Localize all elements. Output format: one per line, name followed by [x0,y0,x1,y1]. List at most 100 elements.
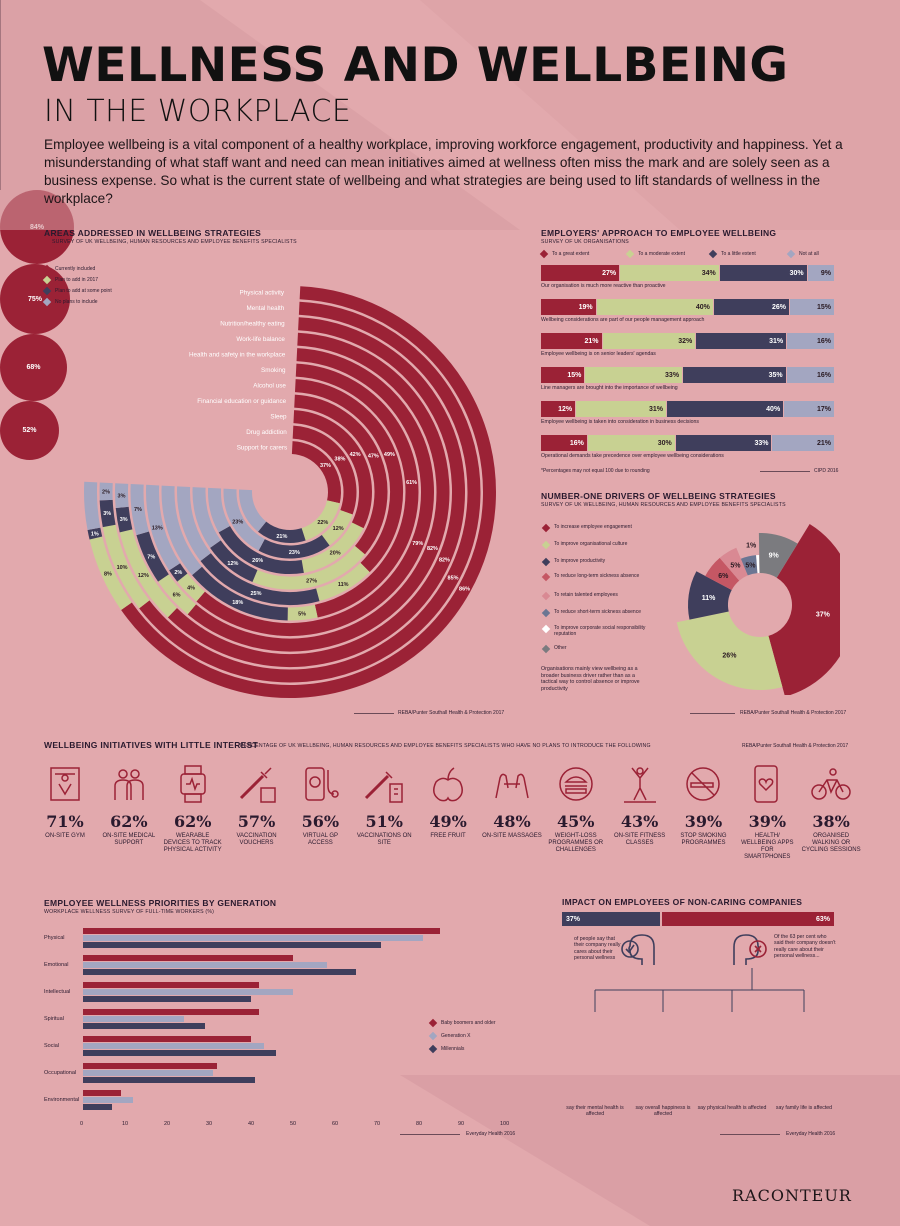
ring-segment [294,379,403,573]
approach-bar-segment: 16% [541,435,588,451]
ring-segment [200,552,320,605]
generation-source-rule [400,1134,460,1135]
ring-category-label: Sleep [270,414,287,421]
generation-bar [83,1090,121,1096]
ring-segment [192,487,221,548]
ring-value-label: 42% [350,452,361,458]
impact-circle-text: say physical health is affected [697,1105,767,1111]
approach-bar-caption: Our organisation is much more reactive t… [541,283,666,289]
drivers-source-rule [690,713,735,714]
ring-value-label: 6% [173,593,181,599]
approach-bar-caption: Wellbeing considerations are part of our… [541,317,705,323]
generation-bar [83,955,293,961]
generation-category-label: Emotional [44,962,69,968]
approach-bar-row: 15% 33% 35% 16% [541,367,834,383]
ring-category-label: Work-life balance [236,336,285,343]
legend-label: To reduce short-term sickness absence [554,609,641,615]
drivers-legend-item: To retain talented employees [541,591,653,601]
generation-bar [83,962,327,968]
ring-segment [301,522,364,573]
legend-swatch [541,644,551,654]
approach-subtitle: SURVEY OF UK ORGANISATIONS [541,239,629,245]
ring-segment [258,534,330,559]
generation-bar [83,1036,251,1042]
initiative-label: VIRTUAL GP ACCESS [302,833,339,846]
initiative-label: FREE FRUIT [430,833,466,839]
ring-value-label: 11% [338,582,349,588]
initiatives-subtitle: PERCENTAGE OF UK WELLBEING, HUMAN RESOUR… [240,743,651,749]
ring-value-label: 86% [459,587,470,593]
approach-bar-segment: 31% [576,401,667,417]
medical-staff-icon [114,769,144,800]
ring-value-label: 1% [91,531,99,537]
initiative-label: ON-SITE GYM [45,833,85,839]
initiative-pct: 51% [365,812,403,831]
ring-segment [102,524,150,609]
legend-label: To improve organisational culture [554,541,628,547]
generation-tick-label: 20 [164,1121,171,1127]
legend-label: Currently included [55,266,96,272]
drivers-note: Organisations mainly view wellbeing as a… [541,666,640,692]
generation-tick-label: 90 [458,1121,465,1127]
donut-hole [729,574,791,636]
generation-category-label: Social [44,1043,59,1049]
legend-swatch [541,557,551,567]
generation-bar [83,1063,218,1069]
approach-bar-segment: 27% [541,265,621,281]
ring-segment [187,332,450,652]
generation-tick-label: 10 [122,1121,129,1127]
drivers-source: REBA/Punter Southall Health & Protection… [740,710,847,716]
ring-value-label: 10% [117,565,128,571]
impact-title: IMPACT ON EMPLOYEES OF NON-CARING COMPAN… [562,897,803,907]
generation-category-label: Occupational [44,1070,77,1076]
ring-segment [99,499,116,528]
initiative-item: 51% VACCINATIONS ON SITE [354,764,414,847]
approach-bar-row: 21% 32% 31% 16% [541,333,834,349]
initiative-label: ON-SITE MEDICAL SUPPORT [102,833,156,846]
ring-segment [252,545,365,590]
legend-label: To retain talented employees [554,592,618,598]
ring-value-label: 3% [120,517,128,523]
generation-bar [83,1050,277,1056]
initiative-item: 62% WEARABLE DEVICES TO TRACK PHYSICAL AC… [163,764,223,854]
approach-bar-segment: 15% [541,367,586,383]
ring-category-label: Support for carers [237,445,287,452]
generation-source: Everyday Health 2016 [466,1131,516,1137]
ring-value-label: 85% [448,575,459,581]
page-subtitle: IN THE WORKPLACE [44,94,352,129]
impact-noncare-pct: 63% [815,915,830,923]
impact-circle-text: say family life is affected [775,1105,833,1111]
ring-segment [161,485,203,576]
syringe-voucher-icon [239,767,276,803]
head-check-icon [621,934,655,965]
approach-bar-segment: 40% [666,401,785,417]
ring-segment [295,363,419,618]
approach-bar-caption: Line managers are brought into the impor… [541,385,678,391]
syringe-building-icon [365,771,403,803]
initiative-label: STOP SMOKING PROGRAMMES [680,833,727,846]
ring-segment [87,527,103,540]
initiative-label: ORGANISED WALKING OR CYCLING SESSIONS [801,833,861,853]
legend-label: No plans to include [55,299,98,305]
ring-segment [139,301,481,683]
approach-bar-segment: 33% [585,367,684,383]
generation-tick-label: 50 [290,1121,297,1127]
ring-segment [119,529,178,618]
donut-value-label: 11% [702,595,716,602]
generation-tick-label: 0 [80,1121,84,1127]
initiative-pct: 56% [301,812,340,831]
generation-bar [83,1016,184,1022]
impact-circle-text: say their mental health is affected [566,1105,624,1117]
approach-title: EMPLOYERS' APPROACH TO EMPLOYEE WELLBEIN… [541,228,777,238]
donut-slice [756,555,760,574]
ring-value-label: 82% [427,546,438,552]
initiative-pct: 57% [237,812,276,831]
ring-category-label: Alcohol use [253,383,286,390]
ring-value-label: 5% [298,611,306,617]
generation-chart: Physical Emotional Intellectual Spiritual So… [0,0,900,1127]
ring-value-label: 4% [187,585,195,591]
ring-segment [196,348,434,636]
ring-segment [293,410,372,529]
ring-segment [223,488,265,551]
ring-segment [84,481,101,531]
